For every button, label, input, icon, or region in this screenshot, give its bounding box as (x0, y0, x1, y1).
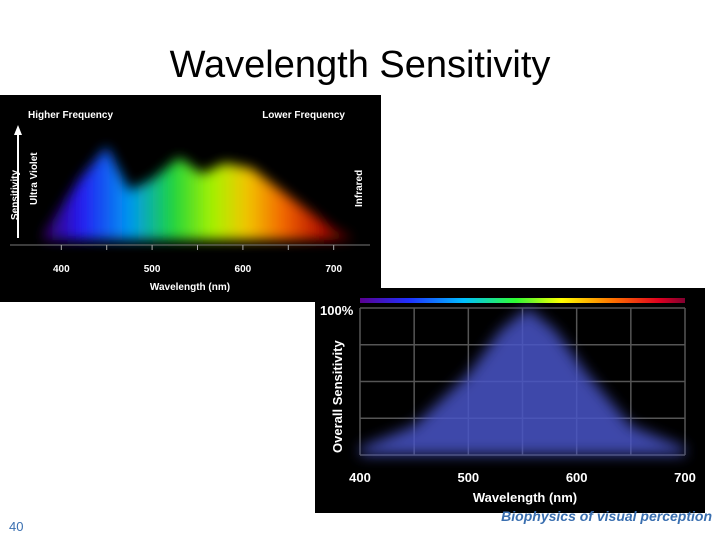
x-tick-label: 700 (674, 470, 696, 485)
x-tick-label: 600 (566, 470, 588, 485)
sensitivity-area (43, 146, 352, 240)
infrared-label: Infrared (354, 170, 365, 207)
x-tick-label: 600 (235, 264, 252, 275)
x-axis-label: Wavelength (nm) (150, 282, 230, 293)
footer-text: Biophysics of visual perception (501, 508, 712, 524)
spectrum-bar (360, 298, 685, 303)
ultra-violet-label: Ultra Violet (29, 152, 40, 205)
overall-sensitivity-area (360, 308, 685, 455)
x-tick-label: 400 (53, 264, 70, 275)
spectrum-chart: 400 500 600 700 Higher Frequency Lower Freq… (10, 110, 370, 293)
lower-frequency-label: Lower Frequency (262, 110, 345, 121)
x-tick-label: 500 (144, 264, 161, 275)
x-axis-label: Wavelength (nm) (473, 490, 577, 505)
y-axis-max-label: 100% (320, 303, 354, 318)
page-number: 40 (9, 519, 24, 534)
overall-sensitivity-figure: 100% Overall Sensitivity 400 500 600 700 Wa… (315, 288, 705, 513)
overall-sensitivity-chart: 100% Overall Sensitivity 400 500 600 700 Wa… (320, 298, 696, 505)
higher-frequency-label: Higher Frequency (28, 110, 113, 121)
slide-title: Wavelength Sensitivity (169, 44, 551, 86)
sensitivity-axis-label: Sensitivity (10, 170, 21, 220)
y-axis-arrow-icon (14, 125, 22, 135)
x-tick-label: 700 (325, 264, 342, 275)
x-tick-label: 400 (349, 470, 371, 485)
overall-sensitivity-axis-label: Overall Sensitivity (330, 340, 345, 453)
spectrum-sensitivity-figure: 400 500 600 700 Higher Frequency Lower Freq… (0, 95, 381, 302)
x-tick-label: 500 (457, 470, 479, 485)
